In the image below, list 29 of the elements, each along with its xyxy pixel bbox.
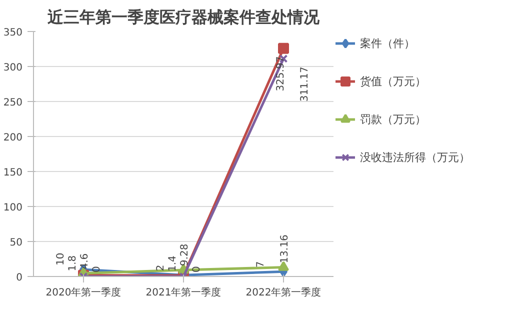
chart-title: 近三年第一季度医疗器械案件查处情况 [46,8,320,26]
y-tick-label: 350 [3,28,23,38]
data-label: 9.28 [180,244,190,266]
data-label: 4.6 [80,253,90,270]
legend-label: 没收违法所得（万元） [360,150,470,164]
legend-label: 案件（件） [360,36,415,50]
data-label: 325.97 [276,56,286,92]
x-tick-label: 2021年第一季度 [146,286,222,298]
data-label: 311.17 [300,66,310,102]
y-tick-label: 50 [10,238,23,248]
data-label: 13.16 [280,234,290,264]
data-label: 2 [156,264,166,272]
y-tick-label: 200 [3,132,23,144]
data-label: 0 [192,266,202,272]
y-tick-label: 0 [16,272,23,284]
x-tick-label: 2022年第一季度 [246,286,322,298]
y-tick-label: 250 [3,98,23,108]
x-tick-label: 2020年第一季度 [46,286,122,298]
y-tick-label: 150 [3,168,23,178]
y-tick-label: 300 [3,62,23,74]
data-label: 1.8 [68,255,78,272]
y-tick-label: 100 [3,202,23,214]
point [278,42,289,54]
data-label: 1.4 [168,256,178,272]
legend-label: 罚款（万元） [360,112,426,126]
data-label: 10 [56,252,66,266]
data-label: 0 [92,266,102,272]
data-label: 7 [256,261,266,268]
legend-label: 货值（万元） [360,74,426,88]
